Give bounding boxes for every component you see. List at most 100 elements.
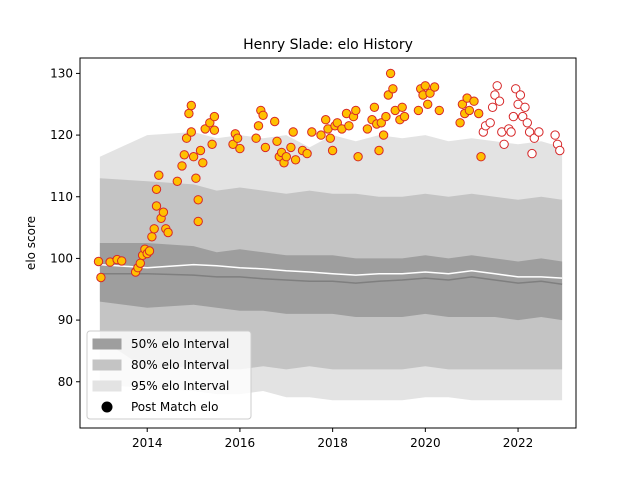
data-point xyxy=(506,127,516,137)
legend-swatch-band95 xyxy=(92,380,122,392)
x-tick-label: 2014 xyxy=(132,436,163,450)
data-point xyxy=(325,133,335,143)
data-point xyxy=(251,133,261,143)
data-point xyxy=(205,118,215,128)
x-tick-label: 2020 xyxy=(410,436,441,450)
data-point xyxy=(464,105,475,116)
data-point xyxy=(253,121,264,131)
data-point xyxy=(288,127,298,137)
data-point xyxy=(527,148,537,159)
x-axis: 2014 2016 2018 2020 2022 xyxy=(132,428,533,450)
data-point xyxy=(344,121,354,131)
data-point xyxy=(469,96,479,106)
data-point xyxy=(374,145,384,156)
data-point xyxy=(327,145,338,156)
data-point xyxy=(429,82,440,92)
data-point xyxy=(184,108,194,119)
data-point xyxy=(195,145,206,156)
data-point xyxy=(154,170,164,180)
legend-marker-points xyxy=(101,401,113,413)
data-point xyxy=(385,68,396,79)
data-point xyxy=(474,108,484,119)
data-point xyxy=(490,90,500,100)
data-point xyxy=(117,256,127,266)
data-point xyxy=(455,118,465,128)
y-tick-label: 90 xyxy=(58,313,73,327)
data-point xyxy=(191,173,201,183)
data-point xyxy=(186,100,197,111)
x-tick-label: 2018 xyxy=(317,436,348,450)
legend-swatch-band80 xyxy=(92,359,122,371)
data-point xyxy=(151,201,162,211)
data-point xyxy=(351,105,361,116)
data-point xyxy=(529,133,539,143)
data-point xyxy=(144,246,155,256)
data-point xyxy=(209,111,220,122)
data-point xyxy=(151,184,162,195)
legend-swatch-band50 xyxy=(92,338,122,350)
data-point xyxy=(147,232,157,242)
x-tick-label: 2022 xyxy=(503,436,534,450)
data-point xyxy=(290,155,301,165)
legend: 50% elo Interval 80% elo Interval 95% elo … xyxy=(86,330,252,420)
data-point xyxy=(302,148,312,159)
data-point xyxy=(413,105,424,116)
data-point xyxy=(425,88,435,98)
data-point xyxy=(494,96,505,106)
data-point xyxy=(186,127,197,137)
legend-label-band80: 80% elo Interval xyxy=(131,358,229,372)
median-line xyxy=(99,273,563,286)
legend-frame xyxy=(86,330,252,420)
data-point xyxy=(457,99,468,110)
data-point xyxy=(281,152,291,162)
data-point xyxy=(550,130,560,140)
data-point xyxy=(286,142,296,153)
y-tick-label: 100 xyxy=(50,251,73,265)
data-point xyxy=(423,99,433,110)
legend-label-points: Post Match elo xyxy=(131,400,218,414)
data-point xyxy=(381,111,391,122)
data-point xyxy=(397,102,407,113)
y-axis-label: elo score xyxy=(24,216,38,270)
data-point xyxy=(228,139,238,150)
data-point xyxy=(369,102,380,113)
data-point xyxy=(555,145,565,156)
data-point xyxy=(163,227,173,238)
data-point xyxy=(193,216,203,227)
data-point xyxy=(383,90,393,100)
data-point xyxy=(149,224,159,234)
data-point xyxy=(508,111,519,122)
data-point xyxy=(518,111,528,122)
data-point xyxy=(499,139,509,150)
data-point xyxy=(181,133,192,143)
data-point xyxy=(316,130,326,140)
data-point xyxy=(209,125,220,135)
legend-label-band50: 50% elo Interval xyxy=(131,337,229,351)
data-point xyxy=(378,130,389,140)
data-point xyxy=(179,150,190,160)
data-point xyxy=(198,158,208,168)
data-point xyxy=(434,105,444,116)
data-point xyxy=(235,143,245,154)
legend-label-band95: 95% elo Interval xyxy=(131,379,229,393)
data-point xyxy=(420,81,430,91)
data-point xyxy=(515,90,526,100)
y-tick-label: 110 xyxy=(50,190,73,204)
data-point xyxy=(524,127,535,137)
data-point xyxy=(376,118,386,128)
y-tick-label: 120 xyxy=(50,128,73,142)
y-tick-label: 80 xyxy=(58,375,73,389)
data-point xyxy=(158,207,169,217)
data-point xyxy=(96,272,106,283)
y-axis: 80 90 100 110 120 130 xyxy=(50,66,80,389)
y-tick-label: 130 xyxy=(50,66,73,80)
data-point xyxy=(332,118,342,128)
data-point xyxy=(135,258,146,268)
data-point xyxy=(321,115,331,125)
data-point xyxy=(522,118,532,128)
mean-line xyxy=(99,263,563,279)
data-point xyxy=(520,102,530,113)
data-point xyxy=(193,195,203,205)
data-point xyxy=(511,84,521,94)
